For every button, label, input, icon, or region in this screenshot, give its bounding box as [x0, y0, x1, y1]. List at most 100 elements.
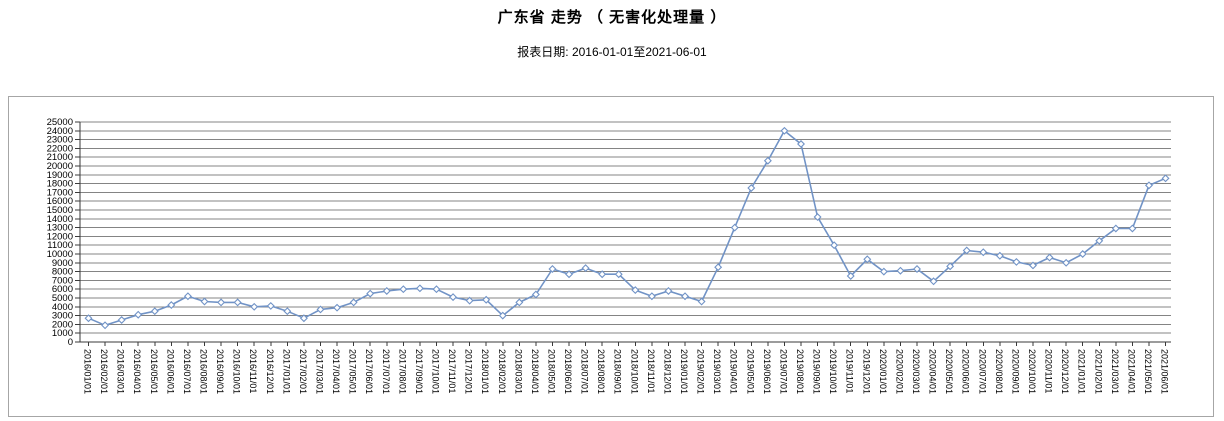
data-point-marker	[349, 298, 358, 307]
y-tick-label: 11000	[47, 240, 73, 251]
x-tick-label: 2019/12/01	[861, 349, 871, 394]
x-tick-label: 2016/03/01	[116, 349, 126, 394]
data-point-marker	[217, 298, 226, 307]
data-point-marker	[565, 270, 574, 279]
x-tick-label: 2016/06/01	[165, 349, 175, 394]
y-axis-tick-labels: 0100020003000400050006000700080009000100…	[47, 117, 73, 348]
data-point-marker	[813, 213, 822, 222]
y-tick-label: 21000	[47, 152, 73, 163]
data-point-marker	[366, 289, 375, 298]
y-tick-label: 8000	[52, 267, 73, 278]
y-tick-label: 2000	[52, 319, 73, 330]
x-tick-label: 2017/04/01	[331, 349, 341, 394]
data-point-marker	[101, 321, 110, 330]
data-point-marker	[1145, 181, 1153, 190]
x-tick-label: 2020/05/01	[944, 349, 954, 394]
data-point-marker	[995, 251, 1004, 260]
x-tick-label: 2020/04/01	[928, 349, 938, 394]
x-tick-label: 2017/10/01	[430, 349, 440, 394]
x-tick-label: 2016/12/01	[265, 349, 275, 394]
data-point-marker	[681, 292, 689, 301]
data-point-marker	[913, 264, 921, 273]
y-tick-label: 6000	[52, 284, 73, 295]
data-point-marker	[134, 310, 143, 319]
x-tick-label: 2017/02/01	[298, 349, 308, 394]
y-tick-label: 7000	[52, 275, 73, 286]
y-tick-label: 23000	[47, 135, 73, 146]
data-point-marker	[747, 184, 756, 192]
x-tick-label: 2018/03/01	[513, 349, 523, 394]
x-tick-label: 2016/10/01	[232, 349, 242, 394]
y-tick-label: 10000	[47, 249, 73, 260]
y-tick-label: 9000	[52, 258, 73, 269]
data-point-marker	[1161, 174, 1170, 183]
y-tick-label: 16000	[47, 196, 73, 207]
data-point-marker	[1128, 224, 1137, 233]
data-point-marker	[730, 223, 739, 232]
x-tick-label: 2020/03/01	[911, 349, 921, 394]
data-point-marker	[581, 264, 590, 273]
data-point-markers	[84, 126, 1170, 330]
data-point-marker	[598, 270, 607, 279]
data-point-marker	[697, 297, 706, 306]
x-tick-label: 2019/02/01	[696, 349, 706, 394]
y-tick-label: 18000	[47, 179, 73, 190]
x-tick-label: 2018/04/01	[530, 349, 540, 394]
data-point-marker	[183, 292, 192, 301]
x-tick-label: 2017/01/01	[281, 349, 291, 394]
data-point-marker	[382, 286, 391, 295]
x-tick-label: 2019/01/01	[679, 349, 689, 394]
x-tick-label: 2021/03/01	[1110, 349, 1120, 394]
x-tick-label: 2017/05/01	[348, 349, 358, 394]
chart-frame: 0 1000 2000 3000 4000 5000 6000 7000 8000 9000 100…	[8, 96, 1214, 417]
data-point-marker	[846, 272, 855, 280]
x-tick-label: 2016/08/01	[198, 349, 208, 394]
data-point-marker	[498, 311, 507, 320]
y-tick-label: 22000	[47, 143, 73, 154]
data-point-marker	[250, 302, 259, 311]
x-tick-label: 2017/08/01	[397, 349, 407, 394]
data-point-marker	[929, 277, 938, 286]
x-tick-label: 2016/07/01	[182, 349, 192, 394]
y-tick-label: 17000	[47, 187, 73, 198]
data-point-marker	[333, 303, 342, 312]
data-point-marker	[780, 126, 789, 135]
x-tick-label: 2019/08/01	[795, 349, 805, 394]
x-tick-label: 2021/04/01	[1126, 349, 1136, 394]
y-tick-label: 20000	[47, 161, 73, 172]
data-point-marker	[979, 248, 988, 257]
x-tick-label: 2020/06/01	[961, 349, 971, 394]
trend-line-chart: 0100020003000400050006000700080009000100…	[47, 117, 1171, 394]
x-tick-label: 2016/02/01	[99, 349, 109, 394]
data-point-marker	[863, 255, 872, 264]
data-point-marker	[233, 298, 242, 307]
data-point-marker	[117, 316, 126, 324]
x-tick-label: 2020/07/01	[977, 349, 987, 394]
data-point-marker	[465, 296, 474, 305]
x-tick-label: 2019/04/01	[729, 349, 739, 394]
data-point-marker	[283, 307, 292, 316]
data-point-marker	[84, 314, 93, 323]
axes	[79, 122, 1171, 343]
y-tick-label: 0	[68, 337, 73, 348]
gridlines	[75, 121, 1171, 343]
data-point-marker	[449, 293, 458, 302]
x-tick-label: 2016/09/01	[215, 349, 225, 394]
x-tick-label: 2016/05/01	[149, 349, 159, 394]
y-tick-label: 5000	[52, 293, 73, 304]
x-tick-label: 2017/09/01	[414, 349, 424, 394]
data-point-marker	[316, 305, 325, 314]
y-tick-label: 4000	[52, 302, 73, 313]
x-tick-label: 2016/11/01	[248, 349, 258, 393]
data-point-marker	[482, 295, 491, 304]
y-tick-label: 14000	[47, 214, 73, 225]
x-tick-label: 2017/03/01	[314, 349, 324, 394]
x-tick-label: 2019/06/01	[762, 349, 772, 394]
data-point-marker	[531, 290, 540, 299]
x-axis-tick-labels: 2016/01/01 2016/02/01 2016/03/01 2016/04/01…	[83, 342, 1170, 394]
x-tick-label: 2018/02/01	[497, 349, 507, 394]
data-point-marker	[664, 286, 673, 295]
data-point-marker	[879, 267, 888, 276]
x-tick-label: 2016/04/01	[132, 349, 142, 394]
